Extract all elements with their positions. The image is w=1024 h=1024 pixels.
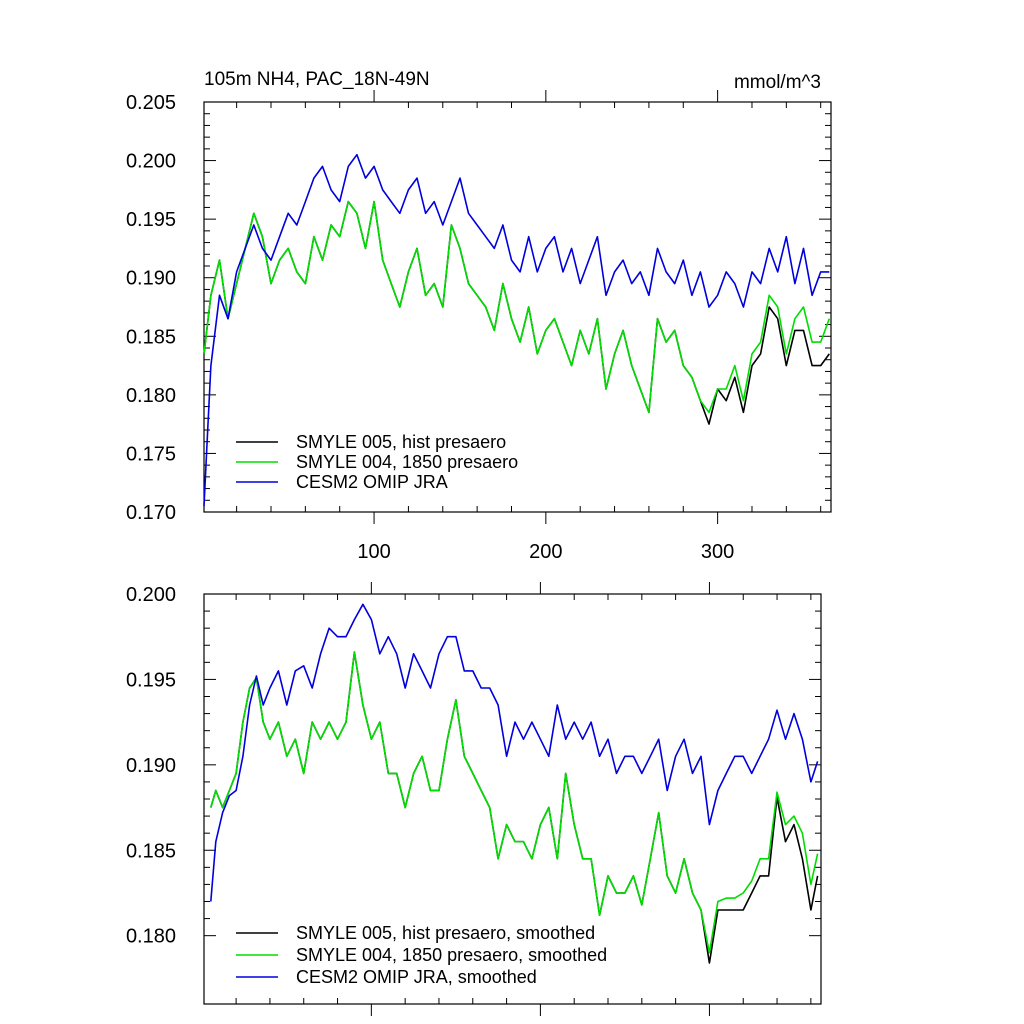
series-line-3	[203, 153, 830, 507]
legend-label: SMYLE 004, 1850 presaero	[296, 452, 518, 472]
y-tick-label: 0.175	[126, 443, 176, 465]
panel-top-chart: 0.170 0.175 0.180 0.185 0.190 0.195 0.200 0.205…	[126, 69, 832, 563]
legend-label: SMYLE 005, hist presaero, smoothed	[296, 923, 595, 943]
series-line-2	[210, 651, 819, 954]
legend-label: CESM2 OMIP JRA	[296, 472, 448, 492]
plot-frame	[203, 101, 832, 513]
y-tick-label: 0.200	[126, 584, 176, 606]
y-tick-label: 0.190	[126, 755, 176, 777]
y-tick-label: 0.170	[126, 502, 176, 524]
legend-label: SMYLE 005, hist presaero	[296, 432, 506, 452]
y-tick-label: 0.180	[126, 385, 176, 407]
y-tick-label: 0.185	[126, 326, 176, 348]
series-line-1	[203, 200, 830, 425]
units-label: mmol/m^3	[734, 72, 821, 93]
y-tick-label: 0.195	[126, 209, 176, 231]
series-line-3	[210, 603, 819, 902]
legend-label: SMYLE 004, 1850 presaero, smoothed	[296, 945, 607, 965]
y-tick-label: 0.185	[126, 840, 176, 862]
y-tick-label: 0.195	[126, 669, 176, 691]
x-tick-label: 100	[357, 541, 390, 563]
x-tick-label: 300	[701, 541, 734, 563]
series-line-2	[203, 200, 831, 414]
legend-label: CESM2 OMIP JRA, smoothed	[296, 967, 537, 987]
chart-title: 105m NH4, PAC_18N-49N	[204, 69, 430, 90]
series-line-1	[210, 651, 819, 964]
y-tick-label: 0.205	[126, 92, 176, 114]
y-tick-label: 0.180	[126, 926, 176, 948]
x-tick-label: 200	[529, 541, 562, 563]
panel-bottom-chart: 0.180 0.185 0.190 0.195 0.200 SMYLE 005, hist…	[126, 582, 822, 1016]
y-tick-label: 0.190	[126, 268, 176, 290]
y-tick-label: 0.200	[126, 151, 176, 173]
